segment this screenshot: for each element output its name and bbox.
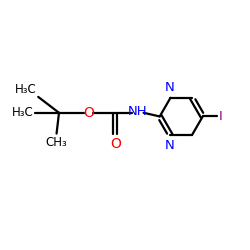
Text: H₃C: H₃C (15, 83, 37, 96)
Text: CH₃: CH₃ (46, 136, 68, 149)
Text: N: N (164, 81, 174, 94)
Text: H₃C: H₃C (12, 106, 33, 119)
Text: N: N (164, 139, 174, 152)
Text: NH: NH (128, 105, 147, 118)
Text: I: I (219, 110, 223, 123)
Text: O: O (110, 138, 121, 151)
Text: O: O (83, 106, 94, 120)
